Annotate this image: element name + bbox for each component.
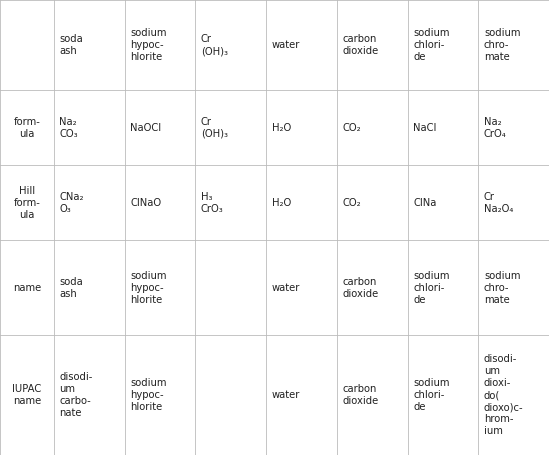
Text: sodium
chlori-
de: sodium chlori- de xyxy=(413,28,450,62)
Text: CO₂: CO₂ xyxy=(343,198,361,207)
Text: ClNa: ClNa xyxy=(413,198,436,207)
Text: Na₂
CrO₄: Na₂ CrO₄ xyxy=(484,116,507,139)
Text: NaOCl: NaOCl xyxy=(130,123,161,132)
Text: carbon
dioxide: carbon dioxide xyxy=(343,34,379,56)
Text: Cr
(OH)₃: Cr (OH)₃ xyxy=(201,116,228,139)
Text: water: water xyxy=(272,283,300,293)
Text: Cr
Na₂O₄: Cr Na₂O₄ xyxy=(484,192,513,214)
Text: ClNaO: ClNaO xyxy=(130,198,161,207)
Text: name: name xyxy=(13,283,41,293)
Text: sodium
hypoc-
hlorite: sodium hypoc- hlorite xyxy=(130,28,167,62)
Text: CO₂: CO₂ xyxy=(343,123,361,132)
Text: carbon
dioxide: carbon dioxide xyxy=(343,277,379,299)
Text: sodium
hypoc-
hlorite: sodium hypoc- hlorite xyxy=(130,378,167,412)
Text: sodium
chlori-
de: sodium chlori- de xyxy=(413,378,450,412)
Text: sodium
chro-
mate: sodium chro- mate xyxy=(484,271,520,305)
Text: sodium
chro-
mate: sodium chro- mate xyxy=(484,28,520,62)
Text: Cr
(OH)₃: Cr (OH)₃ xyxy=(201,34,228,56)
Text: H₃
CrO₃: H₃ CrO₃ xyxy=(201,192,223,214)
Text: disodi-
um
dioxi-
do(
dioxo)c-
hrom-
ium: disodi- um dioxi- do( dioxo)c- hrom- ium xyxy=(484,354,524,436)
Text: form-
ula: form- ula xyxy=(14,116,40,139)
Text: carbon
dioxide: carbon dioxide xyxy=(343,384,379,406)
Text: soda
ash: soda ash xyxy=(59,277,83,299)
Text: H₂O: H₂O xyxy=(272,123,291,132)
Text: H₂O: H₂O xyxy=(272,198,291,207)
Text: Hill
form-
ula: Hill form- ula xyxy=(14,186,40,220)
Text: disodi-
um
carbo-
nate: disodi- um carbo- nate xyxy=(59,372,93,418)
Text: water: water xyxy=(272,390,300,400)
Text: sodium
hypoc-
hlorite: sodium hypoc- hlorite xyxy=(130,271,167,305)
Text: sodium
chlori-
de: sodium chlori- de xyxy=(413,271,450,305)
Text: Na₂
CO₃: Na₂ CO₃ xyxy=(59,116,78,139)
Text: water: water xyxy=(272,40,300,50)
Text: soda
ash: soda ash xyxy=(59,34,83,56)
Text: CNa₂
O₃: CNa₂ O₃ xyxy=(59,192,84,214)
Text: IUPAC
name: IUPAC name xyxy=(12,384,42,406)
Text: NaCl: NaCl xyxy=(413,123,436,132)
